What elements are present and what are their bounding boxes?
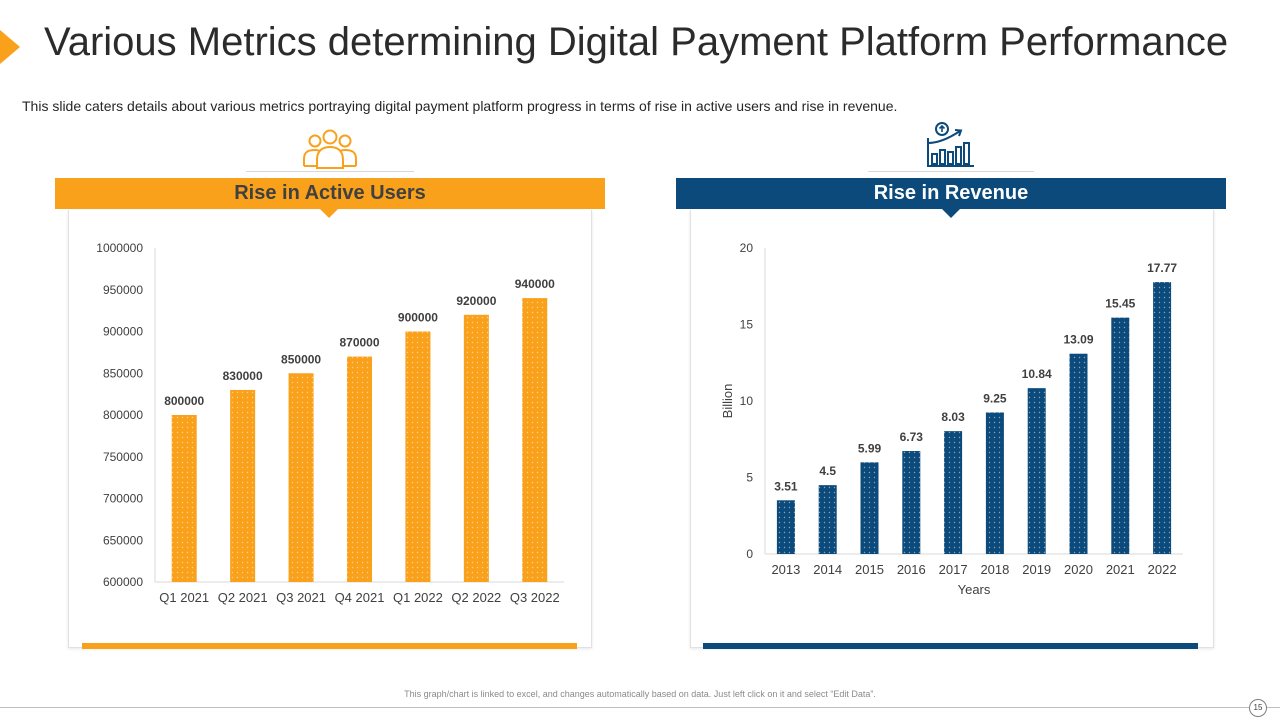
revenue-bar: [1111, 317, 1130, 554]
users-data-label: 920000: [456, 294, 496, 308]
revenue-x-tick-label: 2019: [1022, 562, 1051, 577]
revenue-y-tick-label: 15: [740, 318, 754, 332]
revenue-x-tick-label: 2020: [1064, 562, 1093, 577]
revenue-data-label: 17.77: [1147, 261, 1177, 275]
revenue-bar: [985, 412, 1004, 554]
users-y-tick-label: 750000: [103, 450, 143, 464]
users-x-tick-label: Q2 2021: [218, 590, 268, 605]
revenue-growth-icon: [924, 121, 976, 169]
users-data-label: 800000: [164, 394, 204, 408]
revenue-data-label: 8.03: [941, 410, 965, 424]
users-x-tick-label: Q4 2021: [335, 590, 385, 605]
users-x-tick-label: Q1 2022: [393, 590, 443, 605]
revenue-data-label: 4.5: [819, 464, 836, 478]
users-bar: [405, 331, 431, 582]
users-y-tick-label: 800000: [103, 408, 143, 422]
revenue-data-label: 6.73: [900, 430, 924, 444]
users-bar: [347, 356, 372, 582]
users-group-icon: [300, 126, 360, 170]
revenue-bar: [944, 431, 963, 554]
users-x-tick-label: Q2 2022: [451, 590, 501, 605]
page-subtitle: This slide caters details about various …: [22, 98, 898, 114]
users-data-label: 830000: [223, 369, 263, 383]
users-icon-divider: [246, 171, 414, 172]
revenue-y-tick-label: 10: [740, 394, 754, 408]
users-y-tick-label: 900000: [103, 325, 143, 339]
users-y-tick-label: 950000: [103, 283, 143, 297]
revenue-data-label: 5.99: [858, 441, 882, 455]
users-y-tick-label: 1000000: [96, 241, 143, 255]
title-marker: [0, 30, 20, 64]
revenue-data-label: 13.09: [1063, 333, 1093, 347]
revenue-x-axis-title: Years: [958, 582, 991, 597]
page-title: Various Metrics determining Digital Paym…: [44, 20, 1229, 64]
users-x-tick-label: Q3 2021: [276, 590, 326, 605]
users-bar: [463, 314, 489, 582]
revenue-card-header: Rise in Revenue: [676, 178, 1226, 209]
revenue-data-label: 15.45: [1105, 297, 1135, 311]
revenue-chart: 201510503.5120134.520145.9920156.7320168…: [720, 241, 1183, 597]
users-y-tick-label: 600000: [103, 575, 143, 589]
users-x-tick-label: Q3 2022: [510, 590, 560, 605]
users-data-label: 850000: [281, 352, 321, 366]
users-card-bottom-bar: [82, 643, 577, 649]
footer-divider: [0, 707, 1280, 708]
revenue-x-tick-label: 2016: [897, 562, 926, 577]
revenue-y-axis-title: Billion: [720, 384, 735, 419]
revenue-bar: [1153, 282, 1172, 554]
users-card-header: Rise in Active Users: [55, 178, 605, 209]
revenue-x-tick-label: 2013: [771, 562, 800, 577]
users-header-pointer: [320, 209, 338, 218]
users-data-label: 940000: [515, 277, 555, 291]
revenue-data-label: 10.84: [1022, 367, 1052, 381]
users-y-tick-label: 850000: [103, 366, 143, 380]
revenue-y-tick-label: 5: [746, 471, 753, 485]
revenue-card-bottom-bar: [703, 643, 1198, 649]
users-y-tick-label: 700000: [103, 492, 143, 506]
page-number: 15: [1249, 699, 1267, 717]
revenue-icon-divider: [868, 171, 1034, 172]
users-y-tick-label: 650000: [103, 533, 143, 547]
revenue-bar: [1027, 388, 1046, 554]
users-bar: [288, 373, 314, 582]
revenue-bar: [776, 500, 795, 554]
revenue-x-tick-label: 2014: [813, 562, 842, 577]
users-bar: [230, 389, 256, 582]
revenue-x-tick-label: 2015: [855, 562, 884, 577]
users-data-label: 870000: [339, 336, 379, 350]
users-card-title: Rise in Active Users: [234, 182, 426, 204]
users-bar: [522, 298, 548, 582]
revenue-bar: [818, 485, 837, 554]
revenue-bar: [1069, 353, 1088, 554]
footer-note: This graph/chart is linked to excel, and…: [404, 689, 876, 699]
revenue-y-tick-label: 0: [746, 547, 753, 561]
revenue-x-tick-label: 2022: [1148, 562, 1177, 577]
users-data-label: 900000: [398, 311, 438, 325]
revenue-bar: [860, 462, 879, 554]
revenue-x-tick-label: 2018: [980, 562, 1009, 577]
revenue-card-title: Rise in Revenue: [873, 182, 1029, 204]
revenue-x-tick-label: 2017: [939, 562, 968, 577]
revenue-bar: [902, 451, 921, 554]
revenue-header-pointer: [942, 209, 960, 218]
revenue-y-tick-label: 20: [740, 241, 754, 255]
revenue-data-label: 3.51: [774, 479, 798, 493]
revenue-x-tick-label: 2021: [1106, 562, 1135, 577]
users-bar: [171, 415, 197, 582]
users-x-tick-label: Q1 2021: [159, 590, 209, 605]
active-users-chart: 1000000 950000 900000 850000 800000 750000 700…: [96, 241, 564, 605]
revenue-data-label: 9.25: [983, 391, 1007, 405]
